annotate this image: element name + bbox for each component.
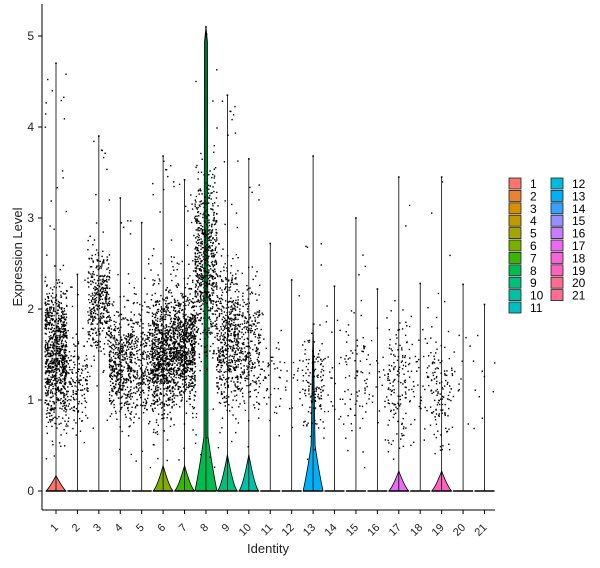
legend-key-18 xyxy=(550,251,564,264)
legend-key-9 xyxy=(508,276,522,289)
jitter-points-11 xyxy=(259,242,282,437)
legend-key-4 xyxy=(508,214,522,227)
legend-label-13: 13 xyxy=(572,189,586,203)
legend-label-11: 11 xyxy=(530,301,543,315)
jitter-points-18 xyxy=(408,282,432,447)
legend-label-17: 17 xyxy=(572,239,586,253)
legend-label-5: 5 xyxy=(530,227,537,241)
x-tick-label: 7 xyxy=(177,522,190,535)
x-tick-label: 17 xyxy=(387,522,404,539)
legend-label-4: 4 xyxy=(530,214,537,228)
legend-key-14 xyxy=(550,202,564,215)
x-tick-label: 3 xyxy=(91,522,104,535)
y-axis-title: Expression Level xyxy=(10,207,25,306)
jitter-points-20 xyxy=(451,283,475,430)
jitter-points-3 xyxy=(87,135,111,429)
x-tick-label: 21 xyxy=(472,522,489,539)
legend-key-12 xyxy=(550,177,564,190)
legend-key-15 xyxy=(550,214,564,227)
legend-label-14: 14 xyxy=(572,202,586,216)
x-tick-label: 14 xyxy=(322,522,339,539)
legend-label-6: 6 xyxy=(530,239,537,253)
y-tick-label: 1 xyxy=(27,393,34,407)
legend-label-20: 20 xyxy=(572,276,586,290)
legend-label-15: 15 xyxy=(572,214,586,228)
jitter-points-19 xyxy=(430,176,454,455)
jitter-points-21 xyxy=(474,303,496,419)
y-tick-label: 0 xyxy=(27,484,34,498)
jitter-points-14 xyxy=(322,285,346,439)
legend-label-8: 8 xyxy=(530,264,537,278)
legend-key-6 xyxy=(508,239,522,252)
x-tick-label: 13 xyxy=(301,522,318,539)
jitter-points-1 xyxy=(44,62,68,460)
y-tick-label: 2 xyxy=(27,302,34,316)
jitter-points-9 xyxy=(215,94,240,449)
x-tick-label: 1 xyxy=(48,522,61,535)
legend-label-1: 1 xyxy=(530,177,537,191)
x-tick-label: 10 xyxy=(237,522,254,539)
legend-key-20 xyxy=(550,276,564,289)
x-tick-label: 11 xyxy=(259,522,276,539)
legend-key-10 xyxy=(508,289,522,302)
jitter-points-5 xyxy=(130,221,154,469)
legend-label-10: 10 xyxy=(530,289,544,303)
x-tick-label: 9 xyxy=(220,522,233,535)
legend-label-16: 16 xyxy=(572,227,586,241)
x-tick-label: 16 xyxy=(365,522,382,539)
legend-label-3: 3 xyxy=(530,202,537,216)
jitter-points-17 xyxy=(387,176,411,460)
legend-key-7 xyxy=(508,251,522,264)
x-tick-label: 20 xyxy=(451,522,468,539)
x-axis-title: Identity xyxy=(247,541,289,556)
legend-label-18: 18 xyxy=(572,251,586,265)
x-tick-label: 5 xyxy=(134,522,147,535)
legend-key-17 xyxy=(550,239,564,252)
jitter-points-12 xyxy=(280,279,301,429)
legend-key-5 xyxy=(508,227,522,240)
x-tick-label: 2 xyxy=(70,522,83,535)
legend-label-19: 19 xyxy=(572,264,586,278)
legend-label-2: 2 xyxy=(530,189,537,203)
legend-key-13 xyxy=(550,189,564,202)
y-tick-label: 5 xyxy=(27,29,34,43)
x-tick-label: 6 xyxy=(155,522,168,535)
jitter-points-15 xyxy=(344,217,368,469)
legend-label-7: 7 xyxy=(530,251,537,265)
x-tick-label: 12 xyxy=(280,522,297,539)
legend-key-11 xyxy=(508,301,522,314)
x-tick-label: 4 xyxy=(113,522,126,535)
y-tick-label: 4 xyxy=(27,120,34,134)
x-tick-label: 19 xyxy=(430,522,447,539)
jitter-points-8 xyxy=(194,26,218,468)
legend-key-16 xyxy=(550,227,564,240)
y-tick-label: 3 xyxy=(27,211,34,225)
x-tick-label: 15 xyxy=(344,522,361,539)
legend-key-21 xyxy=(550,289,564,302)
legend-key-1 xyxy=(508,177,522,190)
jitter-points-10 xyxy=(237,158,261,448)
x-tick-label: 18 xyxy=(408,522,425,539)
legend-label-12: 12 xyxy=(572,177,586,191)
x-tick-label: 8 xyxy=(198,522,211,535)
legend-key-19 xyxy=(550,264,564,277)
jitter-points-13 xyxy=(301,155,325,460)
legend-key-3 xyxy=(508,202,522,215)
jitter-points-2 xyxy=(65,273,89,444)
legend-key-2 xyxy=(508,189,522,202)
jitter-points-4 xyxy=(108,197,132,451)
jitter-points-6 xyxy=(151,155,175,462)
legend-label-21: 21 xyxy=(572,289,586,303)
legend-key-8 xyxy=(508,264,522,277)
legend-label-9: 9 xyxy=(530,276,537,290)
